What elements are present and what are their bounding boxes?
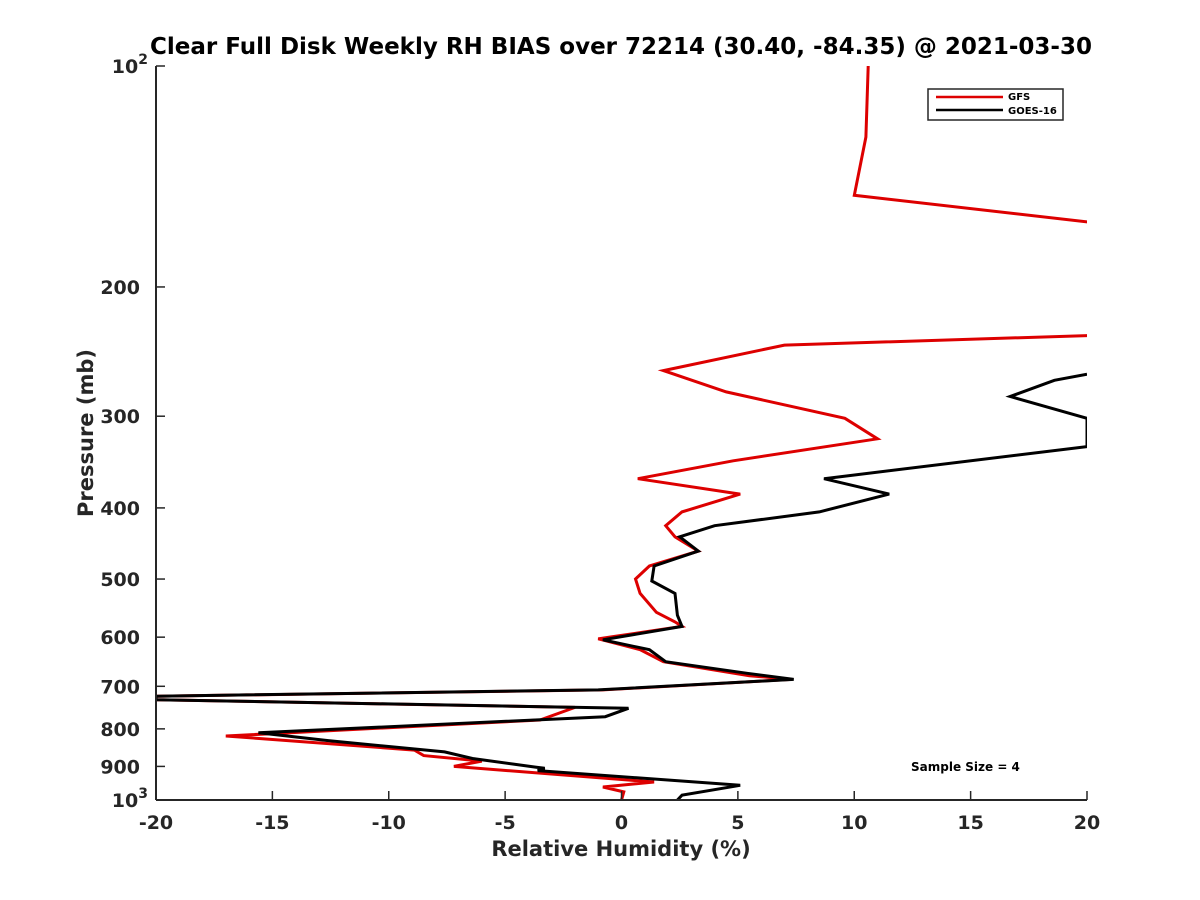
x-tick-label: -5 [495,812,516,834]
y-tick-label: 300 [100,406,140,428]
legend-box [927,88,1064,121]
x-ticks: -20 -15 -10 -5 0 5 10 15 20 [139,791,1100,834]
x-tick-label: 20 [1074,812,1100,834]
y-tick-base: 10 [112,790,138,812]
y-tick-label: 900 [100,756,140,778]
x-tick-label: 0 [615,812,628,834]
legend-gfs-label: GFS [1008,92,1030,103]
y-axis-label: Pressure (mb) [74,349,98,517]
legend-goes16-label: GOES-16 [1008,106,1057,117]
y-tick-label: 103 [112,786,148,812]
y-tick-label: 400 [100,498,140,520]
x-tick-label: 5 [731,812,744,834]
x-tick-label: -10 [372,812,406,834]
y-tick-label: 200 [100,277,140,299]
series-line-gfs [156,66,1087,800]
x-tick-label: 10 [841,812,867,834]
x-axis-label: Relative Humidity (%) [491,837,750,861]
y-tick-label: 102 [112,52,148,78]
x-tick-label: 15 [957,812,983,834]
chart-title: Clear Full Disk Weekly RH BIAS over 7221… [150,34,1092,60]
x-tick-label: -20 [139,812,173,834]
sample-size-annotation: Sample Size = 4 [911,760,1020,774]
x-tick-label: -15 [255,812,289,834]
y-tick-exponent: 3 [138,786,148,802]
y-tick-base: 10 [112,56,138,78]
series-line-goes16 [156,372,1087,800]
y-tick-label: 700 [100,676,140,698]
y-tick-exponent: 2 [138,52,148,68]
y-tick-label: 500 [100,569,140,591]
series-layer [156,66,1087,800]
y-tick-label: 800 [100,719,140,741]
legend: GFS GOES-16 [927,88,1064,121]
y-tick-label: 600 [100,627,140,649]
